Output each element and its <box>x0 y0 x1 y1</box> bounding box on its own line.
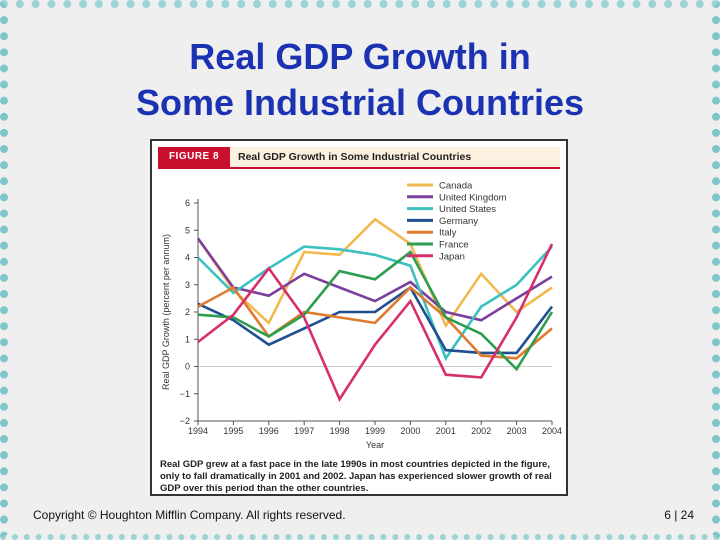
y-tick-label: 4 <box>185 253 190 263</box>
x-tick-label: 1999 <box>365 426 385 436</box>
x-tick-label: 2004 <box>542 426 562 436</box>
x-axis-label: Year <box>366 440 384 450</box>
slide-title-line-2: Some Industrial Countries <box>135 82 585 123</box>
x-tick-label: 2002 <box>471 426 491 436</box>
legend-label: Canada <box>439 181 473 192</box>
x-tick-label: 2003 <box>507 426 527 436</box>
figure-title: Real GDP Growth in Some Industrial Count… <box>238 151 472 163</box>
series-line-france <box>197 250 554 372</box>
figure-header: FIGURE 8 Real GDP Growth in Some Industr… <box>158 147 560 169</box>
copyright-notice: Copyright © Houghton Mifflin Company. Al… <box>33 508 346 522</box>
y-tick-label: 6 <box>185 198 190 208</box>
slide-title-line-1: Real GDP Growth in <box>189 36 531 77</box>
legend-label: Italy <box>439 228 457 239</box>
series-line-germany <box>197 285 554 355</box>
y-axis-label: Real GDP Growth (percent per annum) <box>161 234 171 390</box>
legend-label: Japan <box>439 251 465 262</box>
slide-title: Real GDP Growth in Some Industrial Count… <box>0 34 720 126</box>
x-tick-label: 2000 <box>400 426 420 436</box>
series-line-united-states <box>197 245 553 362</box>
y-tick-label: −2 <box>180 416 190 426</box>
figure-caption: Real GDP grew at a fast pace in the late… <box>160 459 552 494</box>
series-line-united-kingdom <box>196 237 553 322</box>
legend-label: United Kingdom <box>439 192 507 203</box>
legend-label: United States <box>439 204 496 215</box>
legend-label: France <box>439 240 469 251</box>
y-tick-label: 5 <box>185 225 190 235</box>
x-tick-label: 1995 <box>223 426 243 436</box>
series-line-canada <box>196 217 553 329</box>
figure-panel: FIGURE 8 Real GDP Growth in Some Industr… <box>150 139 568 496</box>
series-line-japan <box>197 243 554 402</box>
y-tick-label: −1 <box>180 389 190 399</box>
y-tick-label: 0 <box>185 362 190 372</box>
page-number: 6 | 24 <box>664 508 694 522</box>
x-tick-label: 1997 <box>294 426 314 436</box>
figure-badge: FIGURE 8 <box>158 147 230 167</box>
x-tick-label: 1996 <box>259 426 279 436</box>
x-tick-label: 1994 <box>188 426 208 436</box>
y-tick-label: 2 <box>185 307 190 317</box>
x-tick-label: 1998 <box>330 426 350 436</box>
y-tick-label: 1 <box>185 334 190 344</box>
x-tick-label: 2001 <box>436 426 456 436</box>
legend-label: Germany <box>439 216 478 227</box>
y-tick-label: 3 <box>185 280 190 290</box>
